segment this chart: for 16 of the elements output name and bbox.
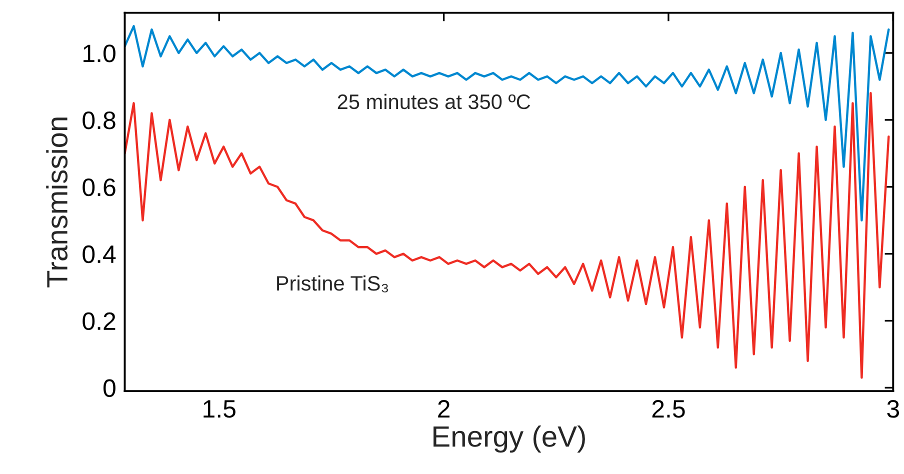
x-tick-label: 3 (887, 400, 900, 418)
y-tick-label: 0.8 (82, 112, 116, 130)
y-tick-label: 1.0 (84, 44, 116, 62)
line-series (124, 25, 890, 222)
y-tick-label: 0.6 (82, 178, 116, 196)
y-axis-title: Transmission (46, 118, 68, 288)
x-tick-label: 2 (438, 400, 450, 418)
y-tick-label: 0 (103, 379, 116, 398)
line-series (124, 92, 890, 379)
y-tick-label: 0.2 (82, 312, 116, 330)
annotation: 25 minutes at 350 ºC (338, 94, 530, 110)
y-tick-label: 0.4 (82, 245, 116, 264)
x-tick-label: 2.5 (652, 400, 685, 418)
x-axis-title: Energy (eV) (434, 425, 585, 453)
x-tick-label: 1.5 (204, 400, 236, 418)
annotation: Pristine TiS₃ (277, 275, 388, 292)
